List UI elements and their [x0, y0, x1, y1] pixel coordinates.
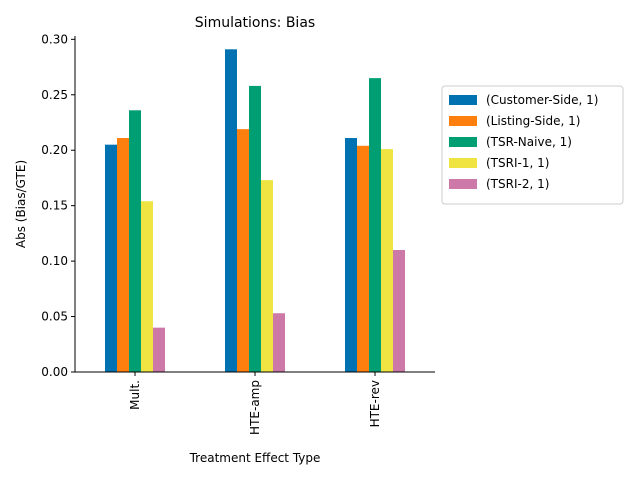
bar: [237, 129, 249, 372]
y-tick-label: 0.10: [41, 254, 68, 268]
legend-items: (Customer-Side, 1) (Listing-Side, 1) (TSR-…: [449, 93, 598, 191]
y-tick-label: 0.20: [41, 143, 68, 157]
y-ticks-group: 0.00 0.05 0.10 0.15 0.20 0.25 0.30: [41, 32, 75, 379]
x-axis-label: Treatment Effect Type: [189, 451, 321, 465]
legend-swatch: [449, 95, 477, 105]
bars-group: [105, 49, 405, 372]
y-tick-label: 0.30: [41, 32, 68, 46]
legend-label: (TSRI-2, 1): [486, 177, 549, 191]
y-tick-label: 0.15: [41, 199, 68, 213]
legend-label: (TSRI-1, 1): [486, 156, 549, 170]
bar: [249, 85, 261, 372]
legend-frame: [441, 85, 624, 205]
bar: [129, 110, 141, 372]
bar: [105, 144, 117, 372]
legend-swatch: [449, 179, 477, 189]
x-tick-label: HTE-rev: [368, 380, 382, 427]
bar: [153, 327, 165, 372]
legend-swatch: [449, 116, 477, 126]
legend-swatch: [449, 158, 477, 168]
legend-label: (TSR-Naive, 1): [486, 135, 572, 149]
x-tick-label: HTE-amp: [248, 380, 262, 435]
y-tick-label: 0.00: [41, 365, 68, 379]
legend-swatch: [449, 137, 477, 147]
legend-label: (Customer-Side, 1): [486, 93, 598, 107]
chart-title: Simulations: Bias: [195, 15, 315, 31]
bar: [345, 138, 357, 372]
bar: [393, 250, 405, 372]
y-tick-label: 0.05: [41, 310, 68, 324]
y-axis-label: Abs (Bias/GTE): [14, 160, 28, 248]
x-ticks-group: Mult. HTE-amp HTE-rev: [128, 372, 382, 435]
bar: [225, 49, 237, 372]
bar: [273, 313, 285, 372]
bar: [141, 201, 153, 372]
bar: [261, 180, 273, 372]
x-tick-label: Mult.: [128, 380, 142, 410]
bar: [381, 149, 393, 372]
bar: [357, 145, 369, 372]
bar: [117, 138, 129, 372]
legend: (Customer-Side, 1) (Listing-Side, 1) (TSR-…: [441, 85, 624, 205]
y-tick-label: 0.25: [41, 88, 68, 102]
legend-label: (Listing-Side, 1): [486, 114, 580, 128]
plot-area: 0.00 0.05 0.10 0.15 0.20 0.25 0.30 Mult. HTE-am…: [41, 32, 435, 435]
bar: [369, 78, 381, 372]
